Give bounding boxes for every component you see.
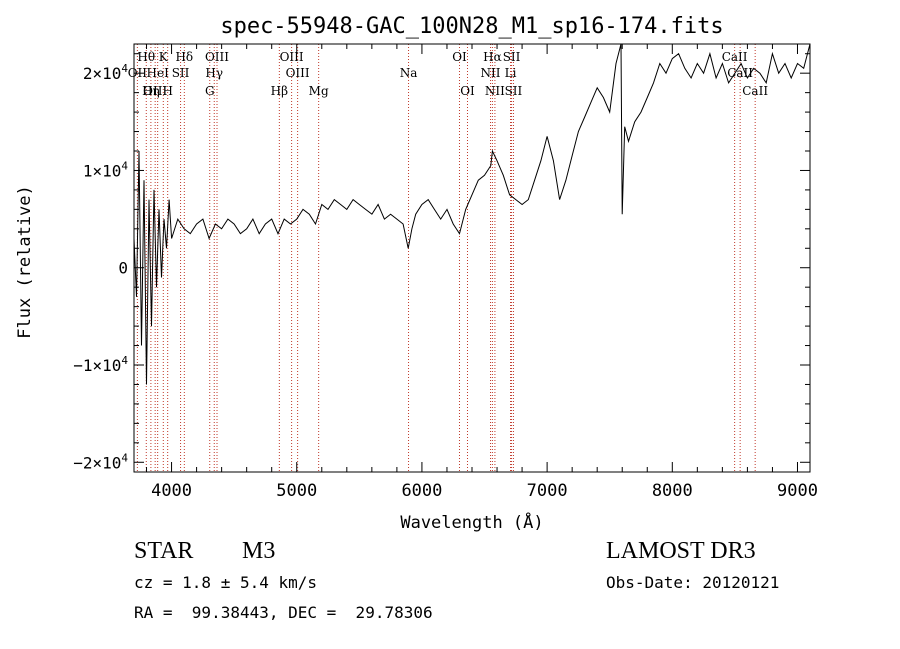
line-label-14: Hβ xyxy=(271,84,288,98)
y-axis: 2×104 1×104 0 −1×104 −2×104 xyxy=(73,53,810,472)
line-label-15: Mg xyxy=(309,84,329,98)
line-label-23: NII xyxy=(485,84,505,98)
y-tick-label-2: 0 xyxy=(118,259,128,278)
line-label-6: SII xyxy=(172,66,190,80)
line-label-9: OIII xyxy=(205,50,229,64)
spectral-line-markers xyxy=(136,44,756,472)
line-label-13: OIII xyxy=(286,66,310,80)
line-label-25: CaII xyxy=(722,50,748,64)
x-tick-label-5: 9000 xyxy=(777,481,818,501)
y-tick-label-0: 2×104 xyxy=(83,62,129,83)
x-tick-label-3: 7000 xyxy=(527,481,568,501)
y-tick-label-1: 1×104 xyxy=(83,159,129,180)
line-label-4: K xyxy=(159,50,169,64)
line-label-26: CaII xyxy=(727,66,753,80)
object-subclass: M3 xyxy=(242,538,276,564)
line-label-0: Hθ xyxy=(137,50,155,64)
cz-value: cz = 1.8 ± 5.4 km/s xyxy=(134,573,318,592)
survey-name: LAMOST DR3 xyxy=(606,538,756,564)
line-label-17: OI xyxy=(452,50,467,64)
line-label-20: SII xyxy=(503,50,521,64)
line-label-16: Na xyxy=(400,66,418,80)
x-tick-label-2: 6000 xyxy=(401,481,442,501)
x-axis-label: Wavelength (Å) xyxy=(400,511,543,533)
line-label-27: CaII xyxy=(742,84,768,98)
line-label-10: Hγ xyxy=(205,66,223,80)
line-label-8: Hδ xyxy=(175,50,193,64)
y-tick-label-3: −1×104 xyxy=(73,354,128,375)
y-tick-label-4: −2×104 xyxy=(73,451,128,472)
line-label-11: G xyxy=(205,84,215,98)
line-label-18: OI xyxy=(460,84,475,98)
line-label-21: NII xyxy=(481,66,501,80)
line-label-3: Hη xyxy=(142,84,160,98)
x-tick-label-1: 5000 xyxy=(276,481,317,501)
object-type: STAR xyxy=(134,538,194,564)
line-label-24: SII xyxy=(505,84,523,98)
line-label-12: OIII xyxy=(280,50,304,64)
plot-frame xyxy=(133,43,811,473)
spectrum-plot: spec-55948-GAC_100N28_M1_sp16-174.fits H… xyxy=(15,14,818,533)
spectrum-line-0 xyxy=(133,43,811,385)
line-label-2: OIII xyxy=(143,84,167,98)
line-label-22: Li xyxy=(505,66,517,80)
x-tick-label-4: 8000 xyxy=(652,481,693,501)
line-label-19: Hα xyxy=(483,50,502,64)
line-label-7: H xyxy=(162,84,172,98)
y-axis-label: Flux (relative) xyxy=(15,185,35,339)
obs-date: Obs-Date: 20120121 xyxy=(606,573,780,592)
chart-title: spec-55948-GAC_100N28_M1_sp16-174.fits xyxy=(220,14,723,39)
spectrum-series xyxy=(133,43,811,385)
x-tick-label-0: 4000 xyxy=(151,481,192,501)
coordinates: RA = 99.38443, DEC = 29.78306 xyxy=(134,603,433,622)
line-label-5: HeI xyxy=(147,66,170,80)
x-axis: 4000 5000 6000 7000 8000 9000 xyxy=(146,44,818,501)
